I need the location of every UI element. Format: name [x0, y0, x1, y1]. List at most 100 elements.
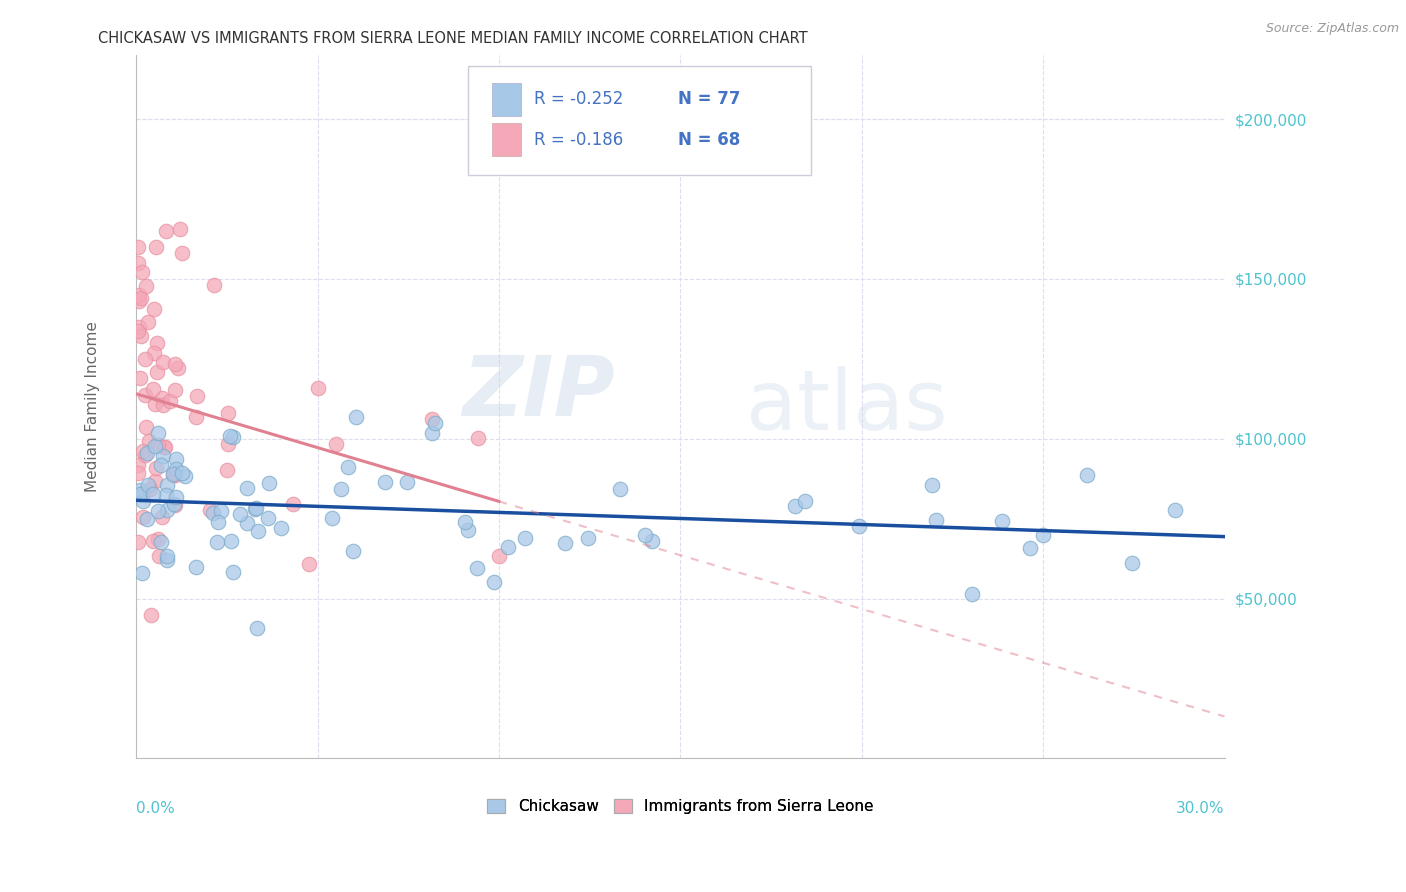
- Point: [148, 549, 170, 563]
- Point: [307, 381, 329, 395]
- Point: [135, 512, 157, 526]
- Point: [482, 575, 505, 590]
- Point: [1032, 528, 1054, 542]
- Point: [1163, 502, 1185, 516]
- Point: [325, 436, 347, 450]
- Point: [136, 478, 159, 492]
- Point: [165, 462, 187, 476]
- Point: [1076, 467, 1098, 482]
- Point: [243, 502, 266, 516]
- Point: [467, 432, 489, 446]
- Text: CHICKASAW VS IMMIGRANTS FROM SIERRA LEONE MEDIAN FAMILY INCOME CORRELATION CHART: CHICKASAW VS IMMIGRANTS FROM SIERRA LEON…: [98, 31, 808, 46]
- Point: [155, 224, 177, 238]
- Point: [496, 540, 519, 554]
- Point: [149, 535, 172, 549]
- Point: [186, 389, 208, 403]
- Point: [146, 335, 169, 350]
- Point: [396, 475, 419, 489]
- Point: [128, 319, 150, 334]
- Point: [215, 463, 238, 477]
- Text: atlas: atlas: [745, 367, 948, 447]
- Point: [152, 398, 174, 412]
- Point: [793, 493, 815, 508]
- Point: [457, 523, 479, 537]
- Point: [129, 329, 152, 343]
- Point: [219, 533, 242, 548]
- Point: [131, 566, 153, 580]
- Point: [143, 439, 166, 453]
- Point: [152, 354, 174, 368]
- Point: [146, 532, 169, 546]
- Point: [186, 409, 208, 424]
- Text: 0.0%: 0.0%: [136, 800, 176, 815]
- Point: [129, 487, 152, 501]
- Point: [163, 357, 186, 371]
- Point: [321, 511, 343, 525]
- Point: [142, 486, 165, 500]
- Point: [131, 265, 153, 279]
- Point: [146, 437, 169, 451]
- Point: [145, 240, 167, 254]
- Point: [848, 519, 870, 533]
- Text: Median Family Income: Median Family Income: [86, 321, 100, 492]
- Point: [127, 534, 149, 549]
- Point: [162, 467, 184, 482]
- Point: [132, 509, 155, 524]
- Point: [960, 587, 983, 601]
- Point: [163, 383, 186, 397]
- Point: [184, 559, 207, 574]
- Point: [165, 498, 187, 512]
- Point: [222, 430, 245, 444]
- Point: [167, 360, 190, 375]
- Point: [344, 409, 367, 424]
- Point: [145, 474, 167, 488]
- Point: [170, 246, 193, 260]
- FancyBboxPatch shape: [492, 122, 520, 156]
- Point: [134, 448, 156, 462]
- Point: [281, 497, 304, 511]
- Point: [138, 482, 160, 496]
- Point: [155, 440, 177, 454]
- Point: [229, 508, 252, 522]
- Text: 30.0%: 30.0%: [1175, 800, 1225, 815]
- Text: N = 68: N = 68: [678, 130, 741, 149]
- Point: [127, 458, 149, 472]
- Point: [146, 425, 169, 440]
- Point: [143, 397, 166, 411]
- Point: [150, 458, 173, 473]
- Text: R = -0.186: R = -0.186: [533, 130, 623, 149]
- Point: [127, 256, 149, 270]
- Point: [132, 486, 155, 500]
- Point: [139, 607, 162, 622]
- Point: [219, 429, 242, 443]
- Point: [207, 515, 229, 529]
- Point: [163, 497, 186, 511]
- FancyBboxPatch shape: [492, 83, 520, 116]
- Point: [146, 503, 169, 517]
- Text: R = -0.252: R = -0.252: [533, 90, 623, 109]
- Point: [200, 503, 222, 517]
- Point: [1121, 556, 1143, 570]
- Point: [420, 425, 443, 440]
- Point: [128, 294, 150, 309]
- Point: [138, 434, 160, 448]
- Point: [156, 553, 179, 567]
- Text: N = 77: N = 77: [678, 90, 741, 109]
- Point: [257, 511, 280, 525]
- Point: [146, 365, 169, 379]
- Point: [342, 544, 364, 558]
- Point: [129, 483, 152, 497]
- Point: [128, 288, 150, 302]
- Point: [925, 513, 948, 527]
- Point: [152, 440, 174, 454]
- Point: [136, 446, 159, 460]
- Point: [236, 481, 259, 495]
- Point: [202, 506, 225, 520]
- Legend: Chickasaw, Immigrants from Sierra Leone: Chickasaw, Immigrants from Sierra Leone: [486, 799, 875, 814]
- Point: [152, 450, 174, 464]
- Point: [454, 515, 477, 529]
- Point: [337, 459, 360, 474]
- Point: [165, 491, 187, 505]
- Point: [222, 565, 245, 579]
- Point: [163, 467, 186, 482]
